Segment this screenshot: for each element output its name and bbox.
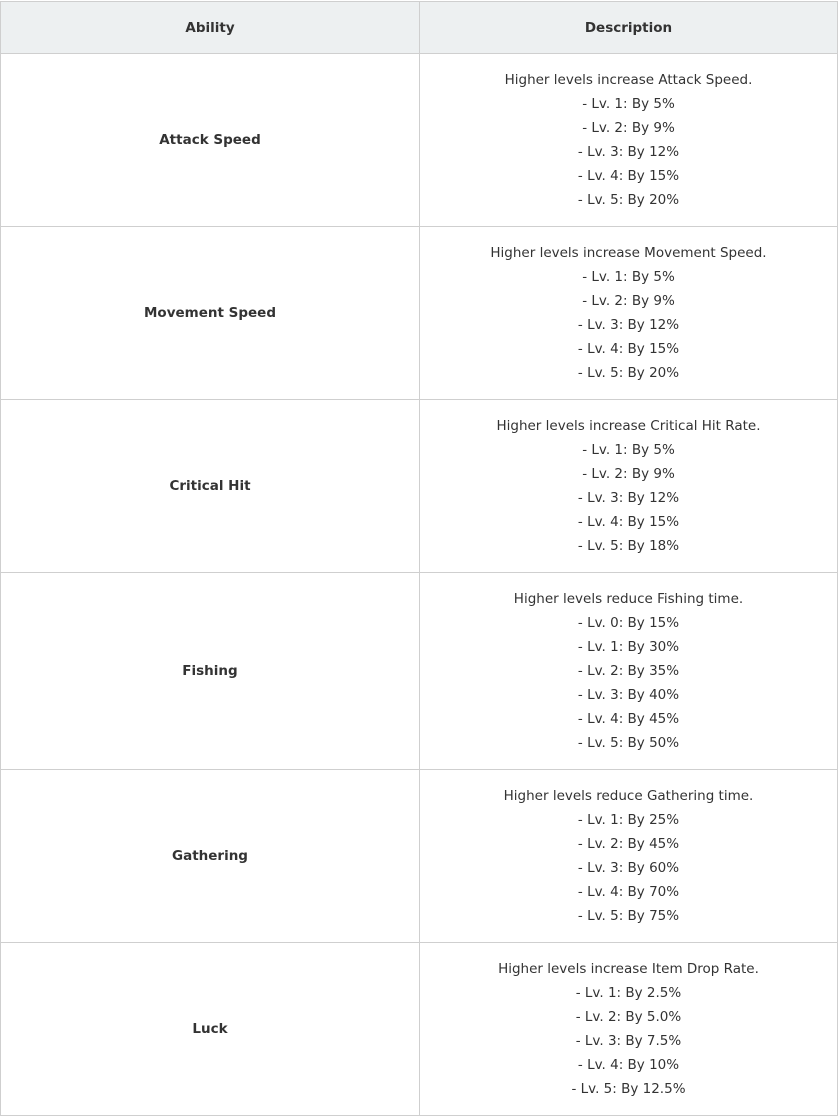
level-bonus: - Lv. 1: By 2.5% (575, 985, 682, 1001)
level-bonus: - Lv. 5: By 20% (577, 365, 680, 381)
ability-description: Higher levels increase Attack Speed. - Lv… (419, 53, 838, 227)
level-bonus: - Lv. 1: By 5% (582, 96, 675, 112)
level-bonus: - Lv. 1: By 30% (577, 639, 680, 655)
table-row: Attack Speed Higher levels increase Attac… (0, 53, 838, 227)
level-bonus: - Lv. 4: By 10% (577, 1057, 680, 1073)
ability-name: Fishing (0, 572, 420, 770)
level-bonus: - Lv. 4: By 70% (577, 884, 680, 900)
level-bonus: - Lv. 2: By 9% (582, 120, 675, 136)
level-bonus: - Lv. 2: By 9% (582, 466, 675, 482)
level-bonus: - Lv. 5: By 18% (577, 538, 680, 554)
level-bonus: - Lv. 1: By 5% (582, 442, 675, 458)
ability-name: Movement Speed (0, 226, 420, 400)
table-row: Movement Speed Higher levels increase Mov… (0, 226, 838, 400)
level-bonus: - Lv. 3: By 12% (577, 144, 680, 160)
description-summary: Higher levels increase Movement Speed. (490, 245, 767, 261)
table-row: Luck Higher levels increase Item Drop Rat… (0, 942, 838, 1116)
table-row: Critical Hit Higher levels increase Criti… (0, 399, 838, 573)
level-bonus: - Lv. 5: By 12.5% (571, 1081, 686, 1097)
level-bonus: - Lv. 2: By 35% (577, 663, 680, 679)
table-row: Gathering Higher levels reduce Gathering … (0, 769, 838, 943)
table-body: Attack Speed Higher levels increase Attac… (0, 53, 838, 1116)
level-bonus: - Lv. 5: By 75% (577, 908, 680, 924)
level-bonus: - Lv. 4: By 45% (577, 711, 680, 727)
ability-name: Luck (0, 942, 420, 1116)
level-bonus: - Lv. 3: By 60% (577, 860, 680, 876)
level-bonus: - Lv. 4: By 15% (577, 514, 680, 530)
ability-description: Higher levels reduce Gathering time. - Lv… (419, 769, 838, 943)
ability-description: Higher levels increase Movement Speed. - … (419, 226, 838, 400)
level-bonus: - Lv. 1: By 5% (582, 269, 675, 285)
header-ability: Ability (0, 1, 420, 54)
header-description: Description (419, 1, 838, 54)
ability-description: Higher levels reduce Fishing time. - Lv. … (419, 572, 838, 770)
description-summary: Higher levels reduce Fishing time. (513, 591, 744, 607)
ability-name: Critical Hit (0, 399, 420, 573)
ability-description: Higher levels increase Critical Hit Rate… (419, 399, 838, 573)
table-row: Fishing Higher levels reduce Fishing time… (0, 572, 838, 770)
level-bonus: - Lv. 2: By 45% (577, 836, 680, 852)
level-bonus: - Lv. 3: By 40% (577, 687, 680, 703)
level-bonus: - Lv. 4: By 15% (577, 341, 680, 357)
ability-description: Higher levels increase Item Drop Rate. - … (419, 942, 838, 1116)
description-summary: Higher levels increase Critical Hit Rate… (496, 418, 761, 434)
level-bonus: - Lv. 5: By 20% (577, 192, 680, 208)
level-bonus: - Lv. 4: By 15% (577, 168, 680, 184)
description-summary: Higher levels increase Attack Speed. (504, 72, 753, 88)
description-summary: Higher levels reduce Gathering time. (503, 788, 754, 804)
level-bonus: - Lv. 5: By 50% (577, 735, 680, 751)
ability-name: Attack Speed (0, 53, 420, 227)
level-bonus: - Lv. 3: By 12% (577, 317, 680, 333)
header-row: Ability Description (0, 1, 838, 54)
ability-name: Gathering (0, 769, 420, 943)
description-summary: Higher levels increase Item Drop Rate. (498, 961, 759, 977)
level-bonus: - Lv. 2: By 9% (582, 293, 675, 309)
level-bonus: - Lv. 2: By 5.0% (575, 1009, 682, 1025)
level-bonus: - Lv. 0: By 15% (577, 615, 680, 631)
level-bonus: - Lv. 3: By 12% (577, 490, 680, 506)
level-bonus: - Lv. 1: By 25% (577, 812, 680, 828)
level-bonus: - Lv. 3: By 7.5% (575, 1033, 682, 1049)
